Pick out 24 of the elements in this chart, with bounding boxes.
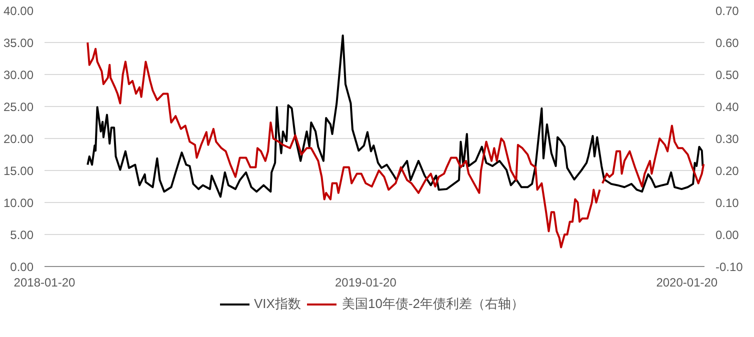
y2-tick-label: -0.10 xyxy=(716,260,744,274)
y2-tick-label: 0.50 xyxy=(716,68,740,82)
y-tick-label: 5.00 xyxy=(10,228,34,242)
y-tick-label: 30.00 xyxy=(3,68,34,82)
y-tick-label: 20.00 xyxy=(3,132,34,146)
x-tick-label: 2020-01-20 xyxy=(656,276,718,290)
y-tick-label: 25.00 xyxy=(3,100,34,114)
y-tick-label: 15.00 xyxy=(3,164,34,178)
line-series xyxy=(86,34,704,198)
y2-tick-label: 0.40 xyxy=(716,100,740,114)
y2-tick-label: 0.30 xyxy=(716,132,740,146)
x-tick-label: 2018-01-20 xyxy=(14,276,76,290)
y-tick-label: 0.00 xyxy=(10,260,34,274)
y2-tick-label: 0.70 xyxy=(716,4,740,18)
legend-label: 美国10年债-2年债利差（右轴） xyxy=(342,295,524,313)
legend-label: VIX指数 xyxy=(254,295,301,313)
y2-tick-label: 0.60 xyxy=(716,36,740,50)
x-tick-label: 2019-01-20 xyxy=(335,276,397,290)
y2-tick-label: 0.20 xyxy=(716,164,740,178)
y2-tick-label: 0.00 xyxy=(716,228,740,242)
y-tick-label: 35.00 xyxy=(3,36,34,50)
y2-tick-label: 0.10 xyxy=(716,196,740,210)
y-tick-label: 10.00 xyxy=(3,196,34,210)
y-tick-label: 40.00 xyxy=(3,4,34,18)
